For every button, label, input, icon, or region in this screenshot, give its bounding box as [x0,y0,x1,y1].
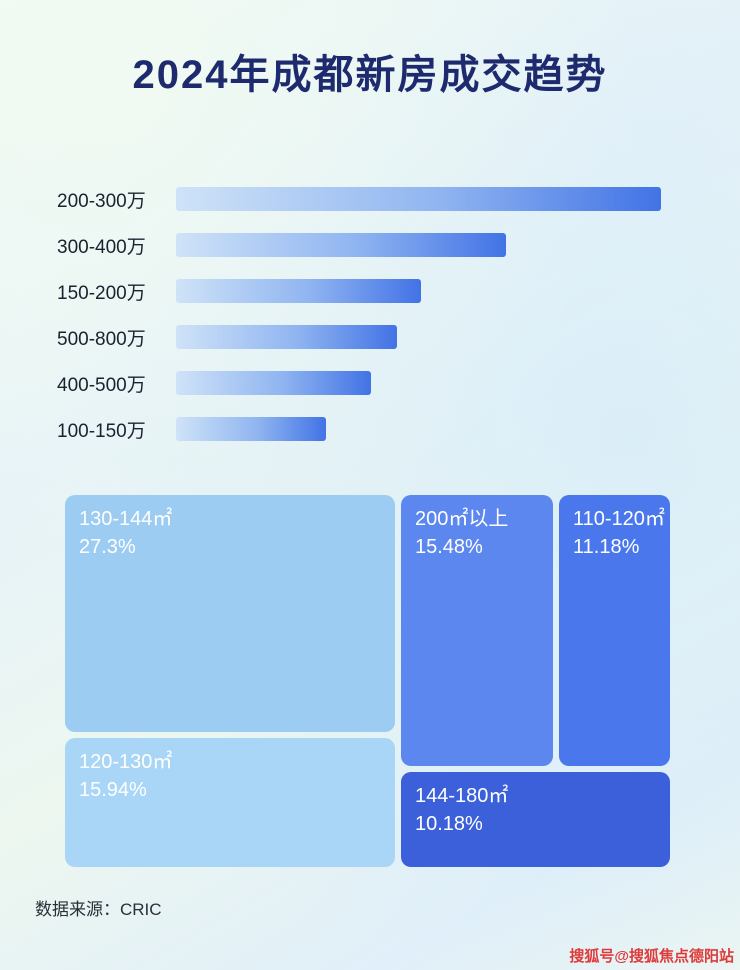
bar [176,325,397,349]
bar [176,371,371,395]
bar-track [176,187,661,211]
page-title: 2024年成都新房成交趋势 [132,53,608,97]
treemap-block-percent: 15.94% [79,779,147,801]
bar [176,279,421,303]
treemap-block-percent: 15.48% [415,536,483,558]
bar-row: 300-400万 [57,232,663,258]
bar-track [176,417,661,441]
treemap-block: 120-130㎡ 15.94% [65,738,395,867]
bar-row: 100-150万 [57,416,663,442]
bar-category-label: 150-200万 [57,282,146,304]
treemap-block: 110-120㎡ 11.18% [559,495,670,766]
area-size-treemap: 130-144㎡ 27.3% 200㎡以上 15.48% 110-120㎡ 11… [65,495,670,867]
bar [176,187,661,211]
bar-track [176,325,661,349]
bar-track [176,371,661,395]
bar-row: 200-300万 [57,186,663,212]
treemap-block-label: 144-180㎡ [415,785,509,807]
treemap-block-label: 130-144㎡ [79,508,173,530]
treemap-block-label: 120-130㎡ [79,751,173,773]
bar-track [176,279,661,303]
bar-category-label: 500-800万 [57,328,146,350]
bar-category-label: 400-500万 [57,374,146,396]
bar-category-label: 300-400万 [57,236,146,258]
treemap-block-percent: 11.18% [573,536,640,558]
bar-category-label: 200-300万 [57,190,146,212]
bar-row: 150-200万 [57,278,663,304]
watermark-text: 搜狐号@搜狐焦点德阳站 [569,948,734,965]
bar-row: 500-800万 [57,324,663,350]
treemap-block: 200㎡以上 15.48% [401,495,553,766]
treemap-block: 144-180㎡ 10.18% [401,772,670,867]
treemap-block: 130-144㎡ 27.3% [65,495,395,732]
data-source-text: 数据来源：CRIC [35,900,162,919]
bar-category-label: 100-150万 [57,420,146,442]
bar-track [176,233,661,257]
treemap-block-percent: 10.18% [415,813,483,835]
treemap-block-label: 200㎡以上 [415,508,509,530]
bar-row: 400-500万 [57,370,663,396]
bar [176,233,506,257]
treemap-block-percent: 27.3% [79,536,136,558]
treemap-block-label: 110-120㎡ [573,508,665,530]
bar [176,417,327,441]
price-range-bar-chart: 200-300万 300-400万 150-200万 500-800万 400-… [57,186,663,462]
